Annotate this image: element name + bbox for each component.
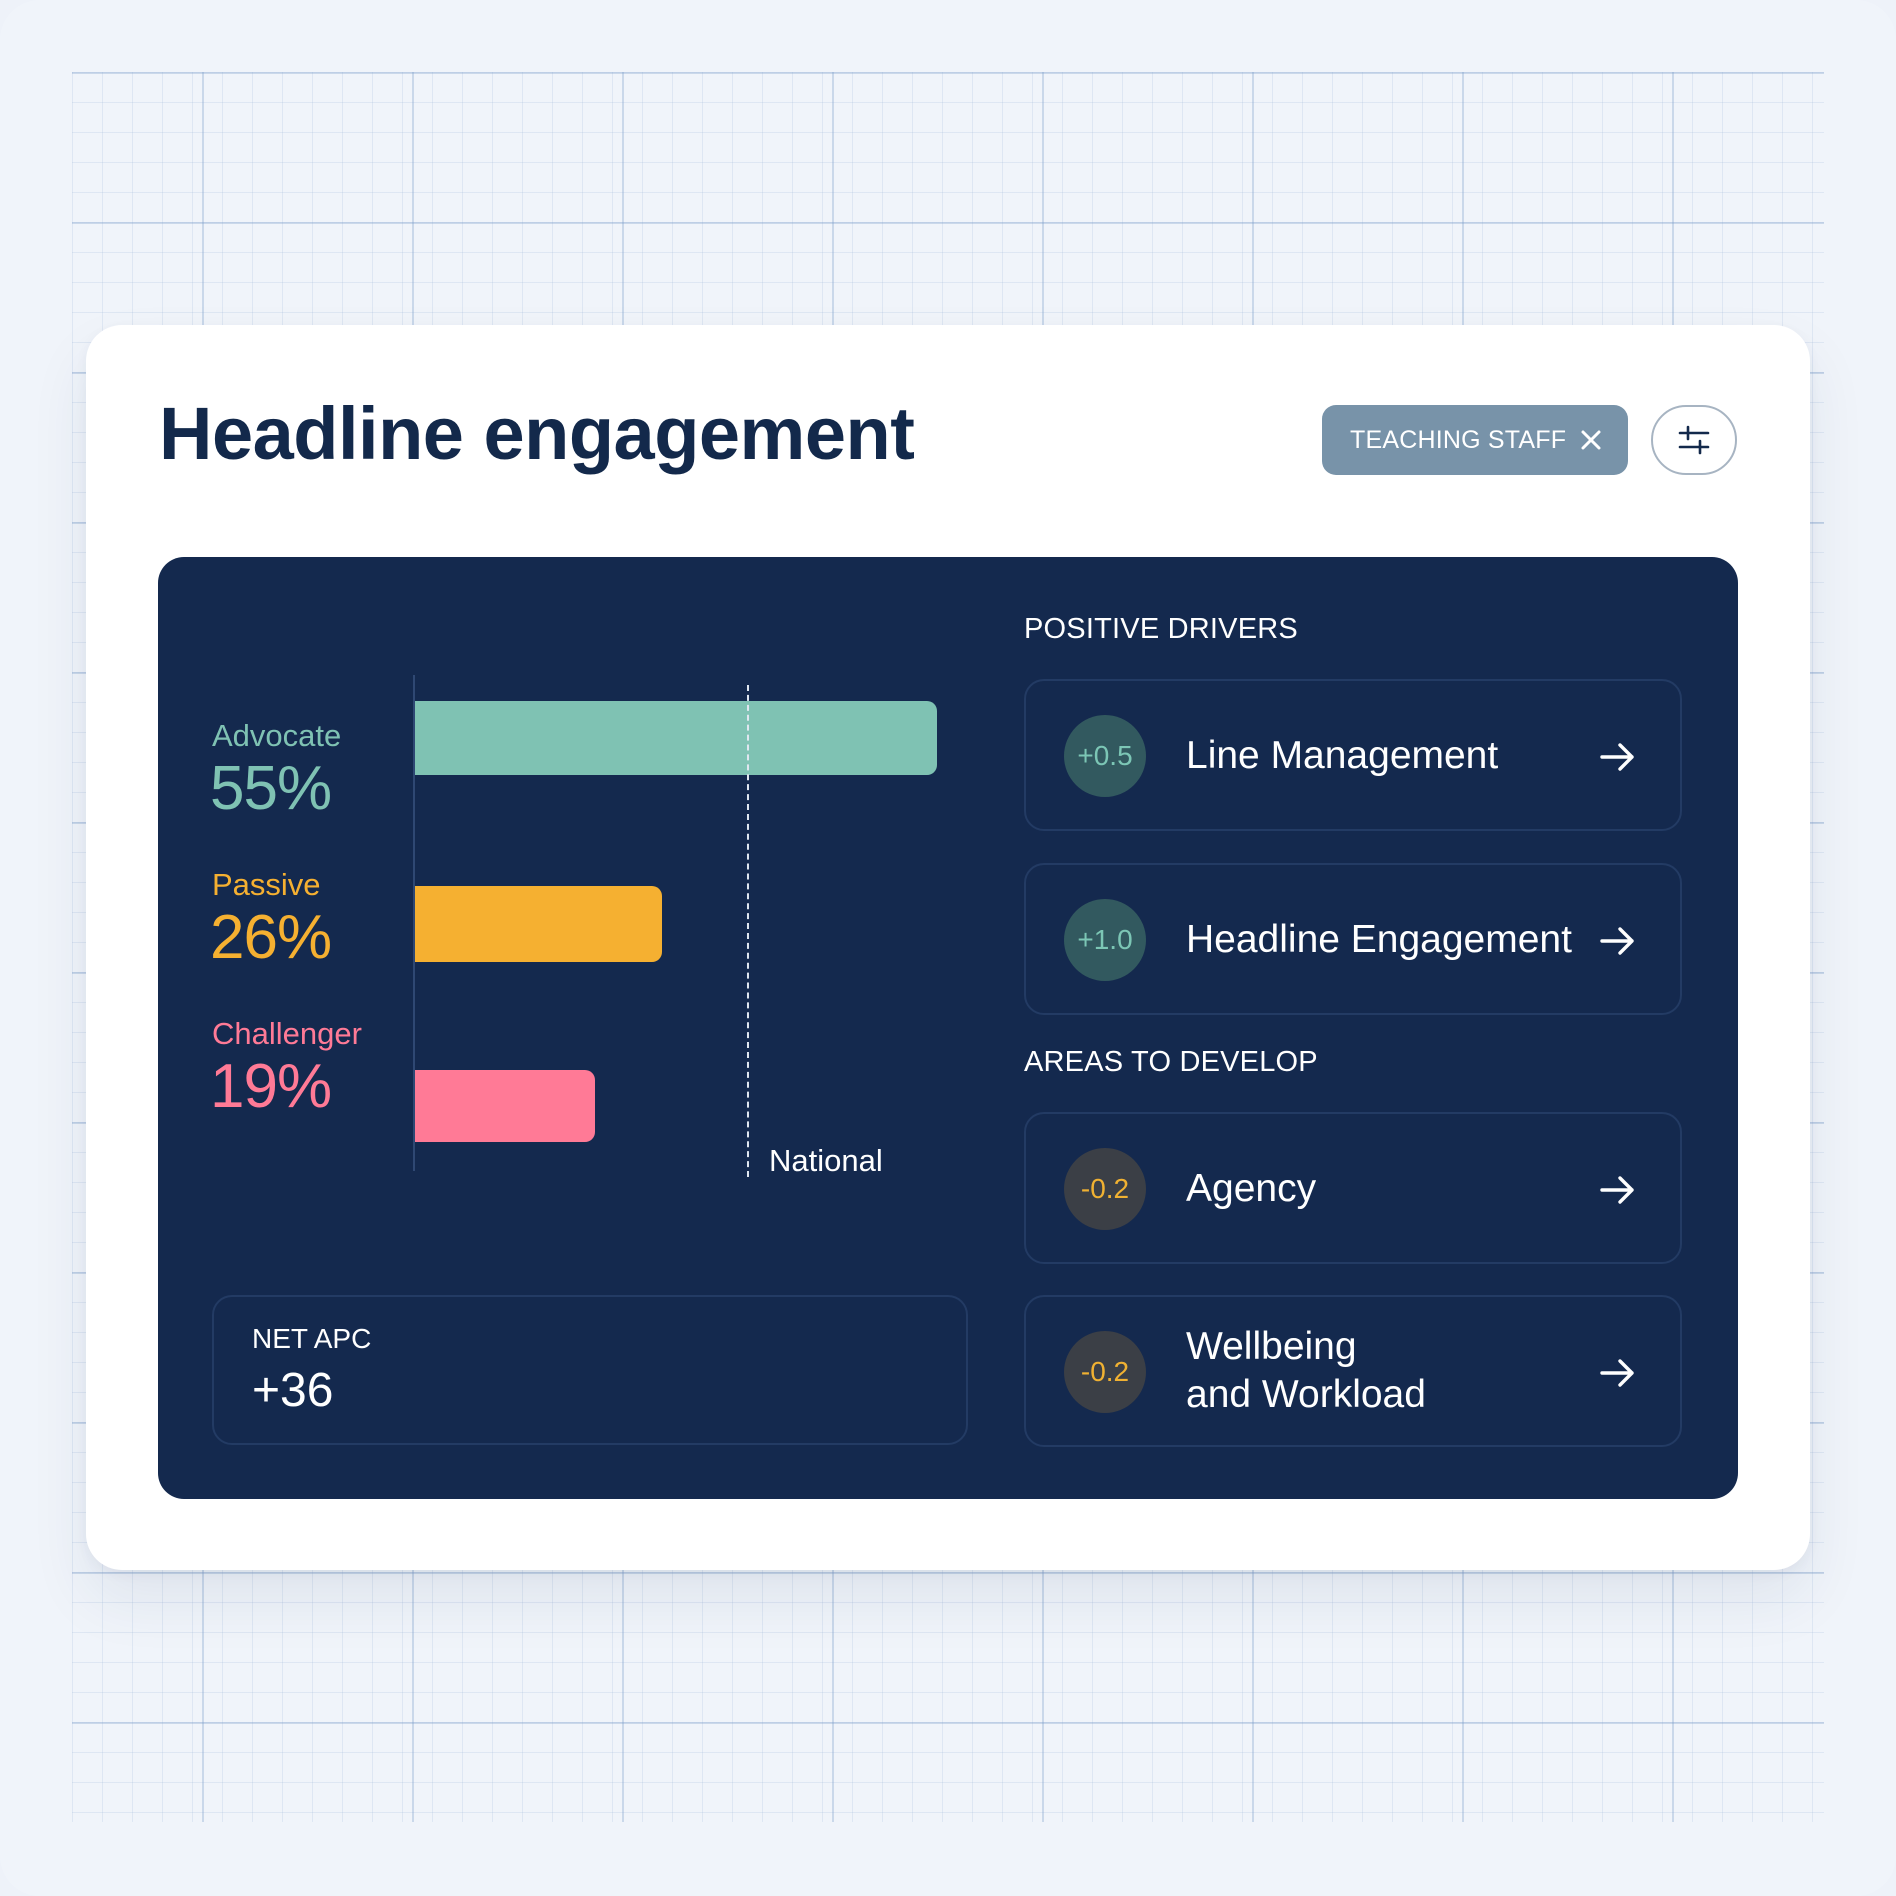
filter-settings-button[interactable] bbox=[1651, 405, 1737, 475]
national-reference-line bbox=[747, 685, 749, 1177]
engagement-panel: Advocate 55% Passive 26% Challenger 19% … bbox=[158, 557, 1738, 1499]
arrow-right-icon[interactable] bbox=[1598, 1170, 1638, 1210]
driver-score: +1.0 bbox=[1064, 899, 1146, 981]
segment-pct-passive: 26% bbox=[210, 903, 332, 972]
areas-to-develop-heading: AREAS TO DEVELOP bbox=[1024, 1046, 1318, 1078]
filter-chip-label: TEACHING STAFF bbox=[1350, 425, 1567, 454]
segment-pct-challenger: 19% bbox=[210, 1052, 332, 1121]
driver-score: +0.5 bbox=[1064, 715, 1146, 797]
segment-pct-advocate: 55% bbox=[210, 754, 332, 823]
driver-name: Headline Engagement bbox=[1186, 918, 1572, 961]
positive-drivers-heading: POSITIVE DRIVERS bbox=[1024, 613, 1298, 645]
chart-axis bbox=[413, 675, 415, 1171]
arrow-right-icon[interactable] bbox=[1598, 921, 1638, 961]
driver-headline-engagement[interactable]: +1.0 Headline Engagement bbox=[1024, 863, 1682, 1015]
arrow-right-icon[interactable] bbox=[1598, 737, 1638, 777]
driver-score: -0.2 bbox=[1064, 1331, 1146, 1413]
net-apc-box: NET APC +36 bbox=[212, 1295, 968, 1445]
page-title: Headline engagement bbox=[159, 392, 915, 475]
segment-label-challenger: Challenger bbox=[212, 1016, 362, 1051]
arrow-right-icon[interactable] bbox=[1598, 1353, 1638, 1393]
segment-label-advocate: Advocate bbox=[212, 718, 342, 753]
net-apc-label: NET APC bbox=[252, 1323, 372, 1354]
filter-chip-teaching-staff[interactable]: TEACHING STAFF bbox=[1322, 405, 1628, 475]
close-icon[interactable] bbox=[1576, 425, 1606, 455]
net-apc-value: +36 bbox=[252, 1364, 334, 1417]
bar-advocate bbox=[415, 701, 937, 775]
driver-wellbeing-workload[interactable]: -0.2 Wellbeing and Workload bbox=[1024, 1295, 1682, 1447]
driver-line-management[interactable]: +0.5 Line Management bbox=[1024, 679, 1682, 831]
bar-passive bbox=[415, 886, 662, 962]
engagement-card: Headline engagement TEACHING STAFF Advoc… bbox=[86, 325, 1810, 1570]
driver-name: Wellbeing and Workload bbox=[1186, 1325, 1426, 1416]
bar-challenger bbox=[415, 1070, 595, 1142]
driver-name: Agency bbox=[1186, 1167, 1317, 1210]
segment-label-passive: Passive bbox=[212, 867, 321, 902]
driver-name: Line Management bbox=[1186, 734, 1499, 777]
driver-agency[interactable]: -0.2 Agency bbox=[1024, 1112, 1682, 1264]
national-label: National bbox=[769, 1143, 883, 1178]
sliders-icon bbox=[1678, 425, 1710, 455]
driver-score: -0.2 bbox=[1064, 1148, 1146, 1230]
